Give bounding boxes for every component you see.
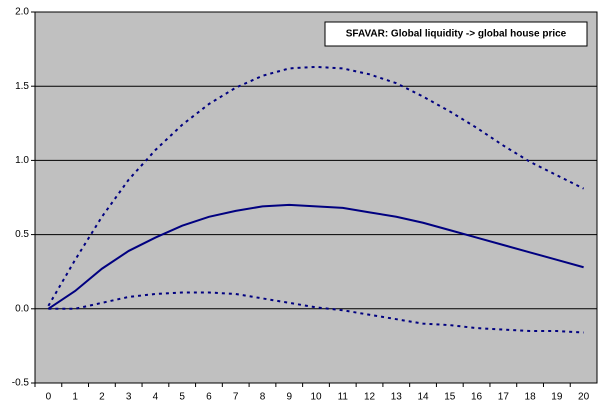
series-line xyxy=(47,203,584,310)
x-tick-label: 16 xyxy=(471,392,483,403)
y-tick-label: 2.0 xyxy=(15,7,29,18)
y-tick-label: 0.5 xyxy=(15,229,29,240)
x-tick-label: 9 xyxy=(286,392,292,403)
x-tick-label: 15 xyxy=(444,392,456,403)
x-tick-label: 18 xyxy=(525,392,537,403)
x-tick-label: 13 xyxy=(391,392,403,403)
series-line xyxy=(47,65,585,307)
x-tick-label: 19 xyxy=(551,392,563,403)
x-tick-label: 5 xyxy=(179,392,185,403)
y-tick-label: 1.5 xyxy=(15,81,29,92)
x-tick-label: 12 xyxy=(364,392,376,403)
x-tick-label: 0 xyxy=(46,392,52,403)
x-tick-label: 1 xyxy=(72,392,78,403)
x-tick-label: 7 xyxy=(233,392,239,403)
title-box xyxy=(324,21,588,47)
chart-title: SFAVAR: Global liquidity -> global house… xyxy=(346,29,567,40)
series-line xyxy=(48,291,584,334)
x-tick-label: 14 xyxy=(417,392,429,403)
x-tick-label: 2 xyxy=(99,392,105,403)
x-tick-label: 11 xyxy=(338,392,349,403)
y-tick-label: 1.0 xyxy=(15,155,29,166)
x-tick-label: 8 xyxy=(260,392,266,403)
x-tick-label: 17 xyxy=(498,392,510,403)
x-tick-label: 3 xyxy=(126,392,132,403)
plot-area xyxy=(34,11,598,384)
x-tick-label: 20 xyxy=(578,392,590,403)
x-tick-label: 6 xyxy=(206,392,212,403)
x-tick-label: 4 xyxy=(153,392,159,403)
y-tick-label: 0.0 xyxy=(15,303,29,314)
y-tick-label: -0.5 xyxy=(12,378,30,389)
x-tick-label: 10 xyxy=(310,392,322,403)
